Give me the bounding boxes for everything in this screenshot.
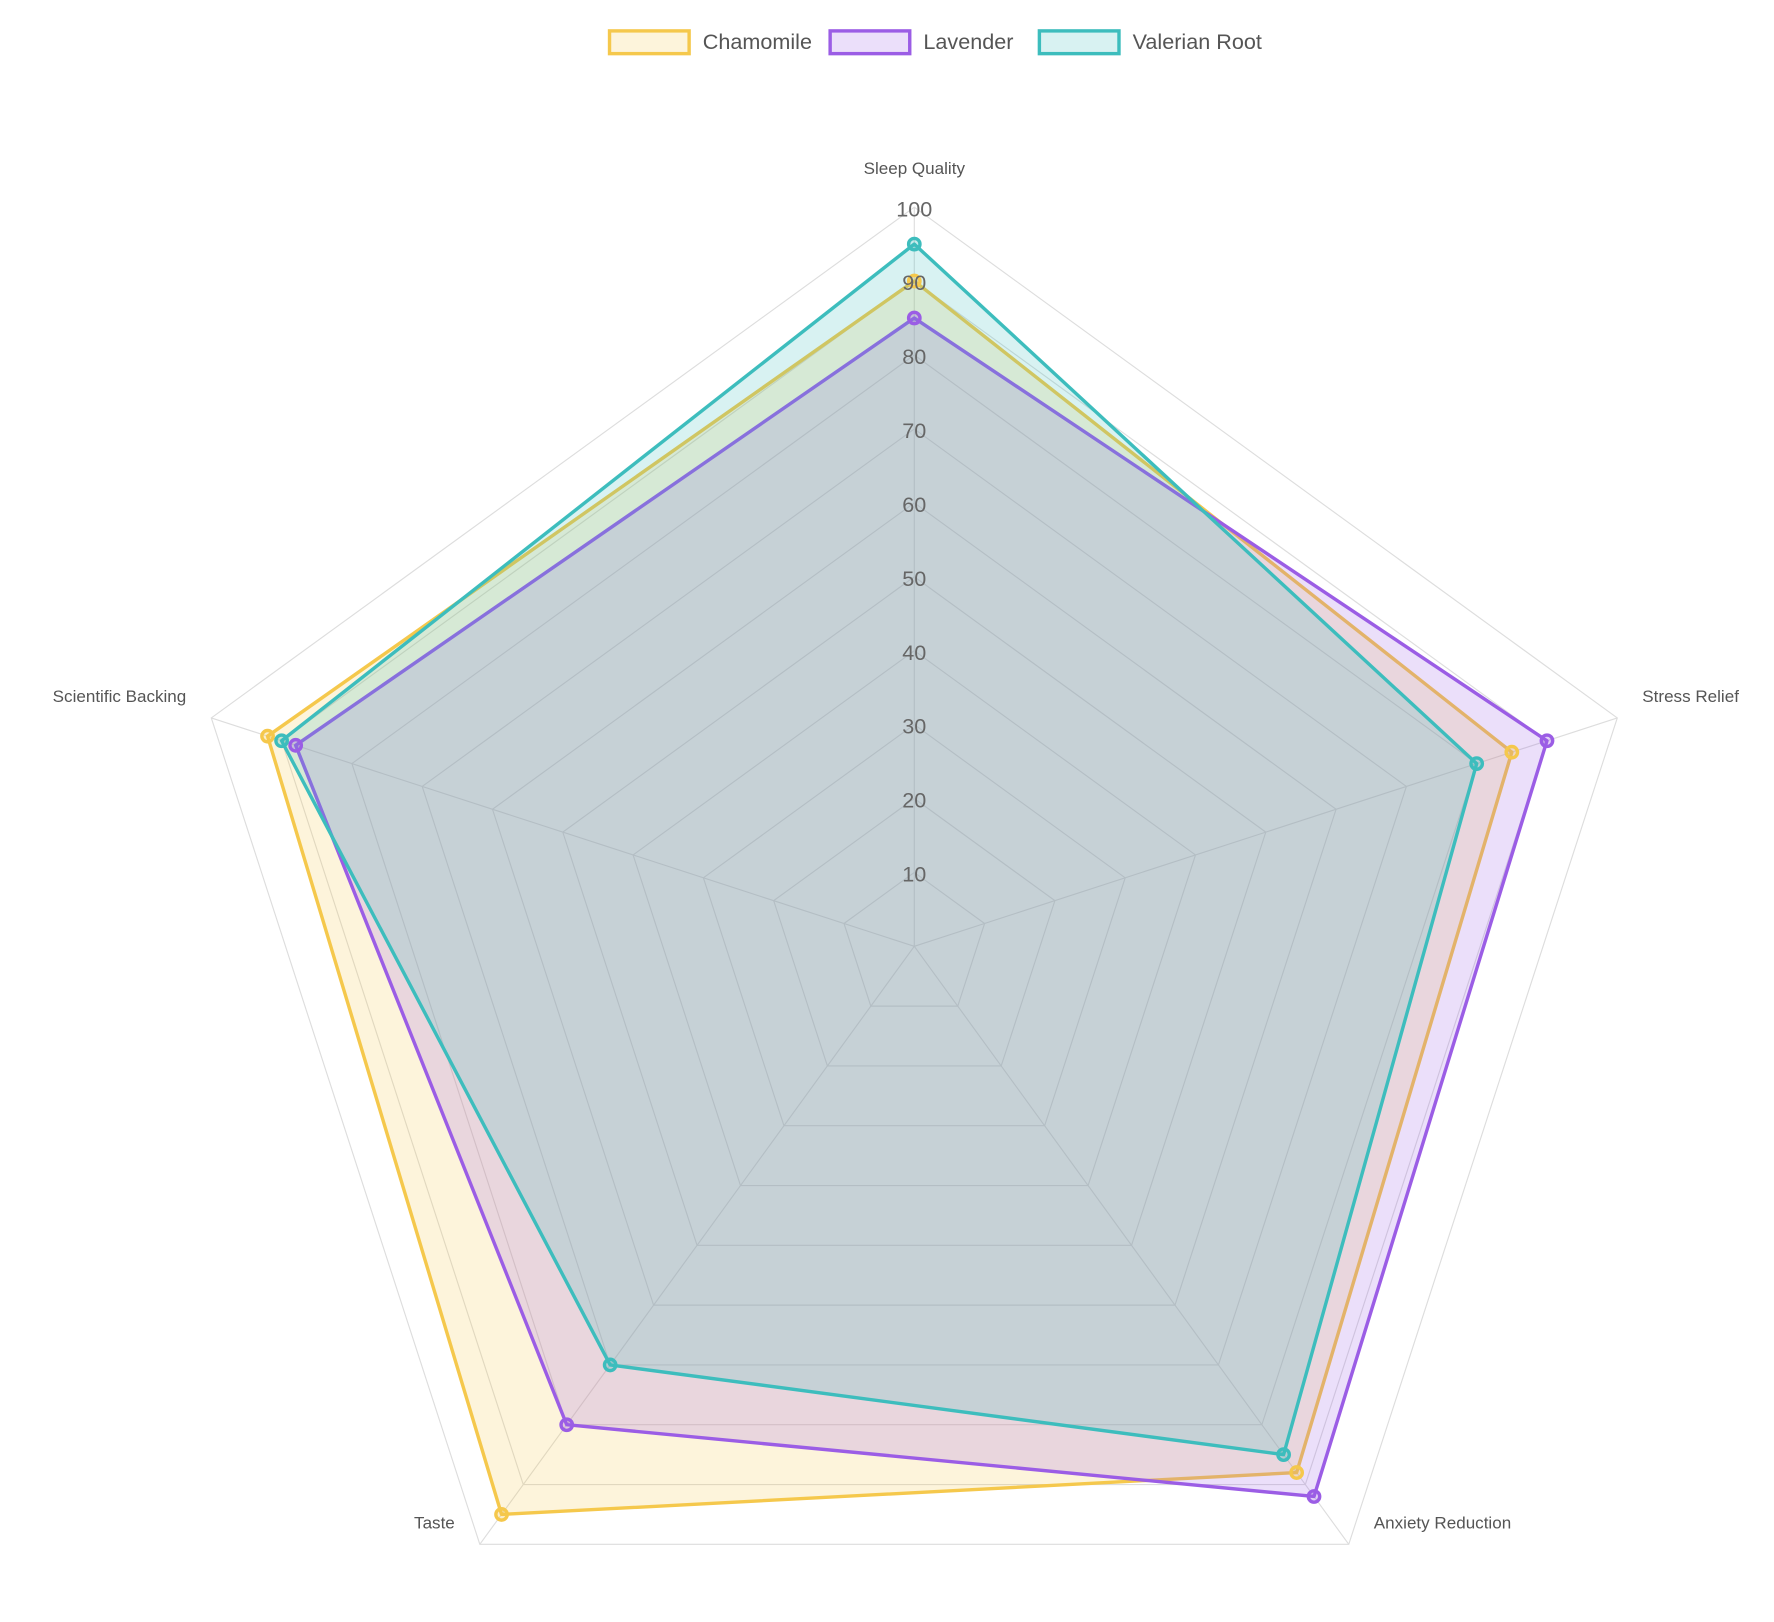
grid-ring (773, 797, 1056, 1067)
axis-label: Anxiety Reduction (1374, 1513, 1511, 1532)
legend-label: Valerian Root (1133, 29, 1262, 54)
r-tick-label: 100 (896, 196, 932, 221)
axis-label: Sleep Quality (864, 159, 966, 178)
legend-label: Chamomile (703, 29, 812, 54)
data-point (274, 733, 289, 749)
data-point (906, 310, 922, 326)
grid-ring (702, 723, 1126, 1127)
r-tick-label: 60 (902, 492, 926, 517)
grid-ring (210, 206, 1618, 1545)
series-area (265, 279, 1514, 1517)
r-tick-label: 90 (902, 270, 926, 295)
grid-ring (280, 280, 1548, 1486)
data-point (1469, 756, 1485, 771)
series-area (279, 242, 1479, 1457)
grid-ring (421, 428, 1408, 1366)
grid-ring (632, 649, 1197, 1187)
series-area (293, 316, 1549, 1499)
legend-item: Chamomile (607, 29, 812, 56)
data-point (1504, 744, 1520, 760)
axis-label: Taste (414, 1513, 455, 1532)
data-point (1289, 1465, 1305, 1480)
grid-ring (843, 871, 986, 1007)
r-tick-label: 40 (902, 640, 926, 665)
data-point (260, 728, 275, 744)
data-point (906, 273, 922, 289)
axis-label: Scientific Backing (53, 687, 187, 706)
spoke (211, 717, 915, 947)
legend-swatch (1037, 29, 1121, 56)
grid-ring (562, 576, 1267, 1246)
r-tick-label: 30 (902, 714, 926, 739)
data-point (1276, 1447, 1291, 1463)
grid-ring (491, 502, 1337, 1306)
legend-swatch (828, 29, 912, 56)
r-tick-label: 80 (902, 344, 926, 369)
data-point (1306, 1489, 1322, 1504)
r-tick-label: 70 (902, 418, 926, 443)
spoke (479, 945, 915, 1545)
spoke (913, 945, 1350, 1545)
r-tick-label: 20 (902, 788, 926, 813)
data-point (494, 1507, 509, 1522)
r-tick-label: 50 (902, 566, 926, 591)
legend-item: Lavender (828, 29, 1013, 56)
axis-label: Stress Relief (1642, 687, 1739, 706)
grid-ring (351, 354, 1478, 1426)
legend-swatch (607, 29, 691, 56)
data-point (288, 737, 304, 753)
legend-item: Valerian Root (1037, 29, 1262, 56)
legend-label: Lavender (923, 29, 1013, 54)
data-point (906, 236, 922, 252)
data-point (559, 1417, 575, 1433)
data-point (602, 1357, 618, 1373)
r-tick-label: 10 (902, 862, 926, 887)
data-point (1539, 733, 1555, 749)
spoke (914, 717, 1618, 947)
